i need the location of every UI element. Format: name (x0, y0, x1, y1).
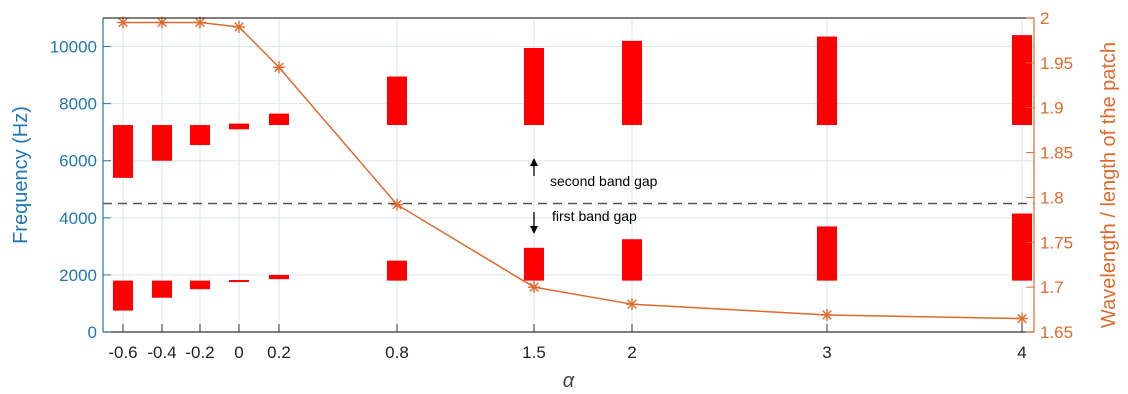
second-band-gap-bar (622, 40, 642, 126)
annotation-first-band-gap: first band gap (552, 208, 637, 224)
left-y-tick-label: 10000 (50, 38, 97, 57)
wavelength-marker (156, 16, 168, 29)
right-y-tick-label: 1.75 (1040, 233, 1073, 252)
down-arrow-head (530, 226, 538, 234)
right-y-tick-label: 1.95 (1040, 54, 1073, 73)
left-y-tick-label: 0 (88, 323, 97, 342)
right-y-tick-label: 1.9 (1040, 99, 1064, 118)
right-y-tick-label: 1.85 (1040, 144, 1073, 163)
first-band-gap-bar (113, 280, 133, 311)
x-tick-label: 0 (234, 343, 243, 362)
second-band-gap-bar (190, 125, 210, 146)
wavelength-marker (233, 20, 245, 33)
x-tick-label: 0.8 (385, 343, 409, 362)
first-band-gap-bar (269, 274, 289, 280)
wavelength-marker (273, 61, 285, 74)
annotation-second-band-gap: second band gap (550, 173, 658, 189)
right-y-tick-label: 1.7 (1040, 278, 1064, 297)
right-y-tick-label: 1.8 (1040, 188, 1064, 207)
x-tick-label: 0.2 (267, 343, 291, 362)
x-tick-label: -0.4 (147, 343, 176, 362)
first-band-gap-bar (387, 260, 407, 281)
x-tick-label: 1.5 (522, 343, 546, 362)
wavelength-marker (528, 281, 540, 294)
axes: 0 2000 4000 6000 8000 10000 1.65 1.7 1.75 1.8 1.85… (10, 9, 1120, 392)
x-tick-label: 2 (627, 343, 636, 362)
wavelength-series (117, 16, 1028, 325)
right-y-tick-label: 2 (1040, 9, 1049, 28)
second-band-gap-bar (1012, 35, 1032, 126)
x-axis-title: α (563, 370, 575, 392)
left-y-tick-label: 4000 (59, 209, 97, 228)
right-y-axis-title: Wavelength / length of the patch (1098, 42, 1120, 328)
first-band-gap-bar (622, 239, 642, 281)
first-band-gap-bar (1012, 213, 1032, 281)
left-y-tick-label: 8000 (59, 95, 97, 114)
first-band-gap-bar (229, 280, 249, 283)
second-band-gap-bar (817, 36, 837, 126)
second-band-gap-bar (524, 47, 544, 126)
right-y-tick-label: 1.65 (1040, 323, 1073, 342)
wavelength-marker (391, 198, 403, 211)
wavelength-line (123, 21, 1023, 320)
wavelength-marker (821, 308, 833, 321)
x-tick-label: -0.6 (108, 343, 137, 362)
second-band-gap-bar (269, 113, 289, 126)
second-band-gap-bar (113, 125, 133, 178)
second-band-gap-bar (387, 76, 407, 126)
x-tick-label: 4 (1017, 343, 1026, 362)
wavelength-marker (626, 298, 638, 311)
band-gap-bars (113, 35, 1032, 311)
first-band-gap-bar (190, 280, 210, 290)
first-band-gap-bar (524, 247, 544, 281)
x-tick-label: -0.2 (185, 343, 214, 362)
left-y-tick-label: 6000 (59, 152, 97, 171)
left-y-axis-title: Frequency (Hz) (10, 106, 32, 244)
first-band-gap-bar (152, 280, 172, 298)
second-band-gap-bar (229, 123, 249, 130)
up-arrow-head (530, 158, 538, 166)
first-band-gap-bar (817, 226, 837, 281)
x-tick-label: 3 (822, 343, 831, 362)
wavelength-marker (1016, 312, 1028, 325)
left-y-tick-label: 2000 (59, 266, 97, 285)
second-band-gap-bar (152, 125, 172, 161)
annotations: second band gap first band gap (530, 158, 658, 234)
